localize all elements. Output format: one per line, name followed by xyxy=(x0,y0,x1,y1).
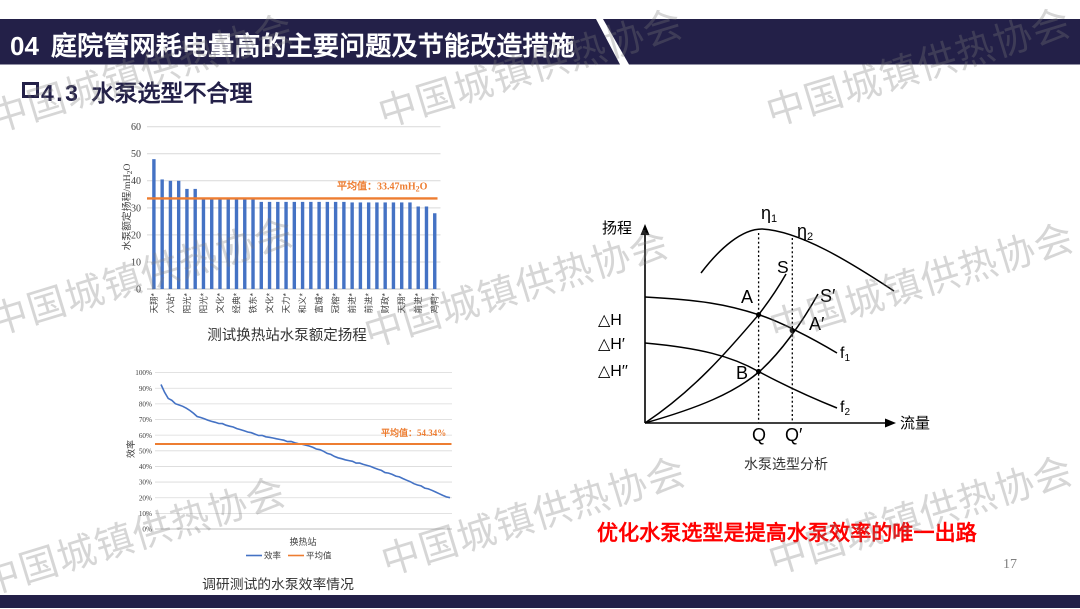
svg-text:水泵选型分析: 水泵选型分析 xyxy=(744,456,828,472)
svg-text:20: 20 xyxy=(131,230,141,241)
svg-text:△H′′: △H′′ xyxy=(598,363,628,380)
svg-text:η2: η2 xyxy=(797,221,813,243)
svg-text:70%: 70% xyxy=(139,416,152,424)
svg-text:水泵额定扬程/mH2O: 水泵额定扬程/mH2O xyxy=(120,163,134,250)
svg-text:△H: △H xyxy=(598,312,622,329)
svg-text:△H′: △H′ xyxy=(598,336,625,353)
svg-text:Q: Q xyxy=(752,425,766,445)
svg-text:60: 60 xyxy=(131,122,141,133)
svg-text:换热站: 换热站 xyxy=(289,536,316,547)
svg-text:80%: 80% xyxy=(139,400,152,408)
svg-text:40: 40 xyxy=(131,176,141,187)
svg-text:阳光*: 阳光* xyxy=(199,292,209,313)
svg-text:f2: f2 xyxy=(840,399,850,418)
svg-text:文化*: 文化* xyxy=(265,292,275,313)
svg-text:六站*: 六站* xyxy=(165,292,175,313)
svg-text:阳光*: 阳光* xyxy=(182,292,192,313)
svg-text:效率: 效率 xyxy=(125,440,136,458)
svg-text:文化*: 文化* xyxy=(215,292,225,313)
svg-text:η1: η1 xyxy=(761,203,777,225)
svg-text:天力*: 天力* xyxy=(281,292,291,313)
svg-text:和义*: 和义* xyxy=(298,292,308,313)
svg-text:f1: f1 xyxy=(840,345,850,364)
svg-text:60%: 60% xyxy=(139,432,152,440)
svg-text:前进*: 前进* xyxy=(347,292,357,313)
svg-text:A′: A′ xyxy=(809,314,825,334)
svg-text:效率: 效率 xyxy=(264,551,282,561)
svg-text:A: A xyxy=(741,287,753,307)
svg-text:B: B xyxy=(736,363,748,383)
svg-text:冠榕*: 冠榕* xyxy=(331,292,341,313)
svg-text:10%: 10% xyxy=(139,510,152,518)
svg-text:调研测试的水泵效率情况: 调研测试的水泵效率情况 xyxy=(202,576,354,592)
svg-text:20%: 20% xyxy=(139,494,152,502)
svg-text:天翔*: 天翔* xyxy=(149,292,159,313)
svg-text:测试换热站水泵额定扬程: 测试换热站水泵额定扬程 xyxy=(207,327,367,344)
svg-text:0: 0 xyxy=(136,284,141,295)
svg-text:财政*: 财政* xyxy=(380,292,390,313)
svg-text:平均值：54.34%: 平均值：54.34% xyxy=(381,427,446,438)
svg-text:30: 30 xyxy=(131,203,141,214)
svg-text:富城*: 富城* xyxy=(314,292,324,313)
svg-text:平均值: 平均值 xyxy=(306,551,332,561)
svg-text:流量: 流量 xyxy=(900,415,930,432)
svg-text:30%: 30% xyxy=(139,479,152,487)
svg-text:50: 50 xyxy=(131,149,141,160)
svg-text:经典*: 经典* xyxy=(232,292,242,313)
svg-text:鸡鸭*: 鸡鸭* xyxy=(430,292,440,313)
svg-text:铁东*: 铁东* xyxy=(248,292,258,313)
svg-text:前进*: 前进* xyxy=(413,292,423,313)
svg-text:平均值：33.47mH2O: 平均值：33.47mH2O xyxy=(337,180,428,194)
svg-text:10: 10 xyxy=(131,257,141,268)
svg-text:100%: 100% xyxy=(135,369,152,377)
svg-text:40%: 40% xyxy=(139,463,152,471)
svg-text:0%: 0% xyxy=(142,526,152,534)
svg-text:扬程: 扬程 xyxy=(602,220,632,237)
svg-text:Q′: Q′ xyxy=(785,425,803,445)
svg-text:50%: 50% xyxy=(139,447,152,455)
svg-text:天翔*: 天翔* xyxy=(397,292,407,313)
svg-text:90%: 90% xyxy=(139,385,152,393)
svg-text:前进*: 前进* xyxy=(364,292,374,313)
svg-text:S′: S′ xyxy=(820,286,836,306)
svg-text:S: S xyxy=(777,257,789,277)
